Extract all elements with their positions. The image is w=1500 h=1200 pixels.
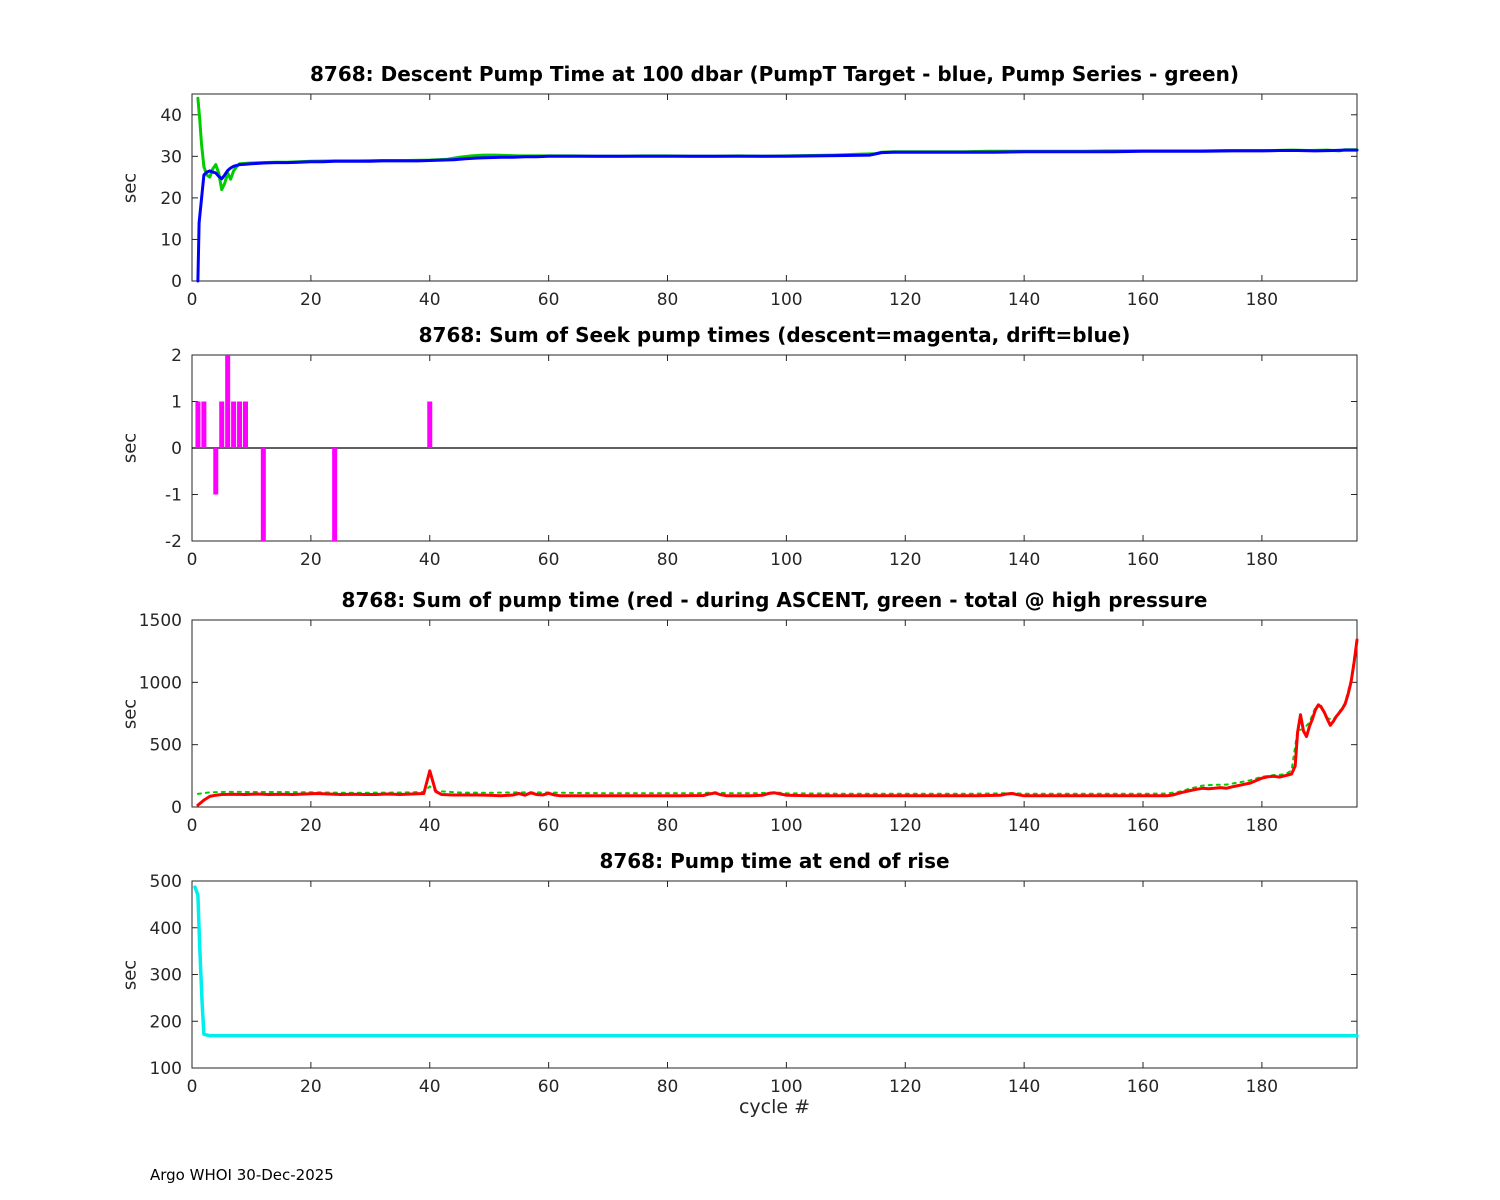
svg-text:140: 140 [1008,816,1040,836]
svg-text:120: 120 [889,550,921,570]
svg-text:160: 160 [1127,550,1159,570]
svg-text:20: 20 [300,550,322,570]
svg-text:80: 80 [657,290,679,310]
series-line [193,885,1359,1038]
svg-text:80: 80 [657,1077,679,1097]
svg-text:40: 40 [160,106,182,126]
svg-text:140: 140 [1008,1077,1040,1097]
svg-text:10: 10 [160,230,182,250]
svg-text:180: 180 [1246,550,1278,570]
svg-text:120: 120 [889,816,921,836]
svg-text:0: 0 [187,550,198,570]
svg-text:100: 100 [150,1059,182,1079]
svg-text:60: 60 [538,290,560,310]
svg-text:160: 160 [1127,1077,1159,1097]
svg-text:160: 160 [1127,816,1159,836]
svg-text:100: 100 [770,550,802,570]
svg-text:20: 20 [300,290,322,310]
series-line [196,637,1358,795]
svg-text:40: 40 [419,1077,441,1097]
svg-text:30: 30 [160,147,182,167]
svg-text:120: 120 [889,290,921,310]
svg-text:500: 500 [150,872,182,892]
svg-text:0: 0 [171,798,182,818]
svg-text:0: 0 [171,439,182,459]
svg-text:1000: 1000 [139,673,182,693]
svg-text:180: 180 [1246,290,1278,310]
descent-pump-time-chart: 0 20 40 60 80 100 120 140 160 180 0 10 20 30 40 [160,93,1359,310]
svg-text:160: 160 [1127,290,1159,310]
svg-text:80: 80 [657,550,679,570]
svg-text:20: 20 [300,816,322,836]
svg-text:0: 0 [187,816,198,836]
seek-pump-times-chart: 0 20 40 60 80 100 120 140 160 180 -2 -1 0 1 2 [165,346,1358,570]
svg-text:60: 60 [538,1077,560,1097]
svg-text:100: 100 [770,816,802,836]
svg-text:2: 2 [171,346,182,366]
svg-text:-2: -2 [165,532,182,552]
svg-text:-1: -1 [165,486,182,506]
svg-text:400: 400 [150,919,182,939]
chart-title-sum-pump-time: 8768: Sum of pump time (red - during ASC… [341,588,1208,612]
footer-text: Argo WHOI 30-Dec-2025 [150,1166,334,1184]
series-line [196,148,1359,283]
svg-text:140: 140 [1008,290,1040,310]
svg-text:1: 1 [171,393,182,413]
svg-text:20: 20 [160,189,182,209]
series-line [196,96,1359,192]
svg-text:80: 80 [657,816,679,836]
svg-text:120: 120 [889,1077,921,1097]
chart-title-descent-pump-time: 8768: Descent Pump Time at 100 dbar (Pum… [310,62,1239,86]
pump-time-end-of-rise-chart: 0 20 40 60 80 100 120 140 160 180 100 200 300 400 500 [150,872,1359,1097]
svg-text:180: 180 [1246,816,1278,836]
svg-text:180: 180 [1246,1077,1278,1097]
svg-text:100: 100 [770,1077,802,1097]
svg-text:40: 40 [419,550,441,570]
svg-text:40: 40 [419,816,441,836]
x-axis-label: cycle # [738,1096,811,1118]
svg-text:60: 60 [538,550,560,570]
svg-text:20: 20 [300,1077,322,1097]
svg-text:140: 140 [1008,550,1040,570]
svg-text:1500: 1500 [139,611,182,631]
svg-text:0: 0 [187,290,198,310]
svg-text:0: 0 [187,1077,198,1097]
svg-text:100: 100 [770,290,802,310]
svg-text:0: 0 [171,272,182,292]
chart-title-pump-time-end-rise: 8768: Pump time at end of rise [599,849,950,873]
series-line [196,638,1359,807]
svg-text:500: 500 [150,736,182,756]
svg-text:60: 60 [538,816,560,836]
chart-title-seek-pump-times: 8768: Sum of Seek pump times (descent=ma… [418,323,1131,347]
svg-text:300: 300 [150,966,182,986]
sum-pump-time-chart: 0 20 40 60 80 100 120 140 160 180 0 500 1000 1500 [139,611,1359,836]
svg-text:200: 200 [150,1012,182,1032]
svg-text:40: 40 [419,290,441,310]
